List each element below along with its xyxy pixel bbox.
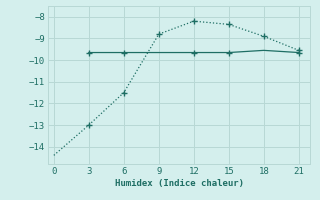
X-axis label: Humidex (Indice chaleur): Humidex (Indice chaleur) <box>115 179 244 188</box>
